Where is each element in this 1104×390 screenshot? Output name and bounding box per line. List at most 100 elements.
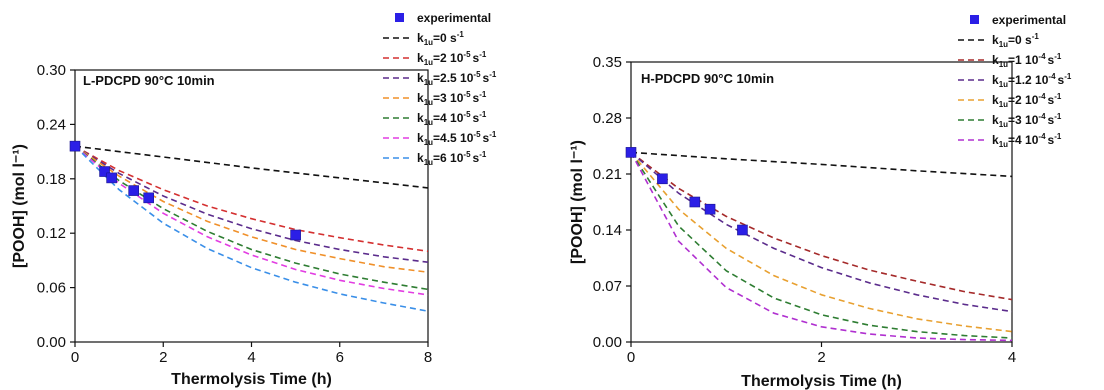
legend-text-part: k: [417, 131, 424, 145]
legend-item: k1u=2 10-4 s-1: [958, 92, 1062, 109]
legend-text-part: s: [483, 131, 490, 145]
legend-text-part: -1: [489, 70, 497, 79]
legend-item: k1u=6 10-5 s-1: [383, 150, 487, 167]
legend-text-part: =4 10: [433, 111, 464, 125]
legend-text-part: k: [417, 71, 424, 85]
series-line-0: [630, 151, 1013, 178]
x-tick-label: 6: [336, 349, 344, 366]
series-line-2: [630, 151, 1013, 313]
legend-text-part: 1u: [999, 40, 1008, 49]
legend-item: k1u=3 10-5 s-1: [383, 90, 487, 107]
y-tick-label: 0.18: [37, 171, 66, 188]
legend-item: k1u=2.5 10-5 s-1: [383, 70, 497, 87]
series-line-1: [74, 145, 429, 253]
legend-item-experimental: experimental: [970, 13, 1066, 27]
x-tick-label: 4: [247, 349, 255, 366]
series-line-6: [74, 145, 429, 312]
chart-title: H-PDCPD 90°C 10min: [641, 71, 774, 86]
legend-text-part: -4: [1038, 52, 1046, 61]
legend-text-part: k: [992, 93, 999, 107]
legend-text-part: s: [1058, 73, 1065, 87]
legend-label: k1u=2 10-5 s-1: [417, 50, 487, 67]
experimental-point: [143, 192, 154, 204]
legend-text-part: -1: [479, 110, 487, 119]
legend-item: k1u=1 10-4 s-1: [958, 52, 1062, 69]
legend-item: k1u=1.2 10-4 s-1: [958, 72, 1072, 89]
legend-text-part: k: [992, 133, 999, 147]
legend-text-part: 1u: [424, 138, 433, 147]
y-axis-label: [POOH] (mol l⁻¹): [11, 144, 28, 268]
legend-text-part: -5: [463, 50, 471, 59]
legend-marker: [970, 15, 979, 24]
y-tick-label: 0.07: [593, 278, 622, 295]
legend-label: k1u=1 10-4 s-1: [992, 52, 1062, 69]
legend-text-part: =1 10: [1008, 53, 1039, 67]
legend-item: k1u=2 10-5 s-1: [383, 50, 487, 67]
y-tick-label: 0.00: [593, 334, 622, 351]
legend-label: k1u=3 10-5 s-1: [417, 90, 487, 107]
series-line-2: [74, 145, 429, 263]
legend-item: k1u=4 10-4 s-1: [958, 132, 1062, 149]
legend-text-part: s: [473, 51, 480, 65]
legend-text-part: k: [992, 33, 999, 47]
legend-text-part: s: [1048, 113, 1055, 127]
legend-text-part: s: [483, 71, 490, 85]
legend-text-part: k: [992, 113, 999, 127]
legend-text-part: k: [992, 53, 999, 67]
legend-label: k1u=0 s-1: [992, 32, 1039, 49]
legend-text-part: s: [1048, 53, 1055, 67]
legend-text-part: s: [1048, 133, 1055, 147]
legend-text-part: -1: [1054, 112, 1062, 121]
y-tick-label: 0.00: [37, 334, 66, 351]
legend-label: k1u=2 10-4 s-1: [992, 92, 1062, 109]
legend-text-part: -4: [1038, 92, 1046, 101]
legend-label: experimental: [417, 11, 491, 25]
chart-marks: 0 2 4 6 8 0.00 0.06 0.12 0.18 0.24 0.30: [37, 62, 432, 366]
experimental-point: [625, 147, 637, 158]
experimental-point: [99, 166, 110, 177]
legend-item-experimental: experimental: [395, 11, 491, 25]
plot-frame: [630, 61, 1013, 343]
chart-panel-l-pdcpd: 0 2 4 6 8 0.00 0.06 0.12 0.18 0.24 0.30 L-PDCPD 90…: [11, 11, 497, 388]
legend-text-part: 1u: [424, 38, 433, 47]
x-axis-label: Thermolysis Time (h): [171, 371, 332, 388]
legend-label: experimental: [992, 13, 1066, 27]
legend-text-part: -1: [479, 90, 487, 99]
chart-marks: 0 2 4 0.00 0.07 0.14 0.21 0.28 0.35: [593, 54, 1016, 366]
legend-text-part: 1u: [424, 78, 433, 87]
legend-label: k1u=3 10-4 s-1: [992, 112, 1062, 129]
legend-text-part: -1: [479, 50, 487, 59]
legend-text-part: 1u: [999, 80, 1008, 89]
legend-label: k1u=1.2 10-4 s-1: [992, 72, 1072, 89]
series-line-3: [630, 151, 1013, 333]
legend-text-part: s: [473, 91, 480, 105]
legend-text-part: -1: [1054, 52, 1062, 61]
legend-text-part: 1u: [424, 58, 433, 67]
x-tick-label: 8: [424, 349, 432, 366]
legend-text-part: -5: [473, 70, 481, 79]
series-line-5: [630, 152, 1013, 342]
series-line-1: [630, 151, 1013, 301]
legend-text-part: =4.5 10: [433, 131, 474, 145]
y-tick-label: 0.35: [593, 54, 622, 71]
x-tick-label: 0: [71, 349, 79, 366]
legend-text-part: -4: [1038, 112, 1046, 121]
experimental-point: [689, 196, 701, 208]
experimental-point: [657, 173, 668, 185]
legend-text-part: -1: [1032, 32, 1040, 41]
legend-text-part: -4: [1048, 72, 1056, 81]
legend-item: k1u=4.5 10-5 s-1: [383, 130, 497, 147]
legend-item: k1u=0 s-1: [958, 32, 1039, 49]
y-tick-label: 0.30: [37, 62, 66, 79]
chart-panel-h-pdcpd: 0 2 4 0.00 0.07 0.14 0.21 0.28 0.35 H-PDCPD 90°C…: [569, 13, 1072, 390]
legend-text-part: k: [417, 111, 424, 125]
experimental-point: [69, 140, 81, 152]
legend-text-part: 1u: [424, 118, 433, 127]
legend-text-part: -1: [457, 30, 465, 39]
y-tick-label: 0.24: [37, 116, 66, 133]
legend-text-part: 1u: [999, 60, 1008, 69]
x-tick-label: 2: [817, 349, 825, 366]
legend-label: k1u=6 10-5 s-1: [417, 150, 487, 167]
x-tick-label: 4: [1008, 349, 1016, 366]
